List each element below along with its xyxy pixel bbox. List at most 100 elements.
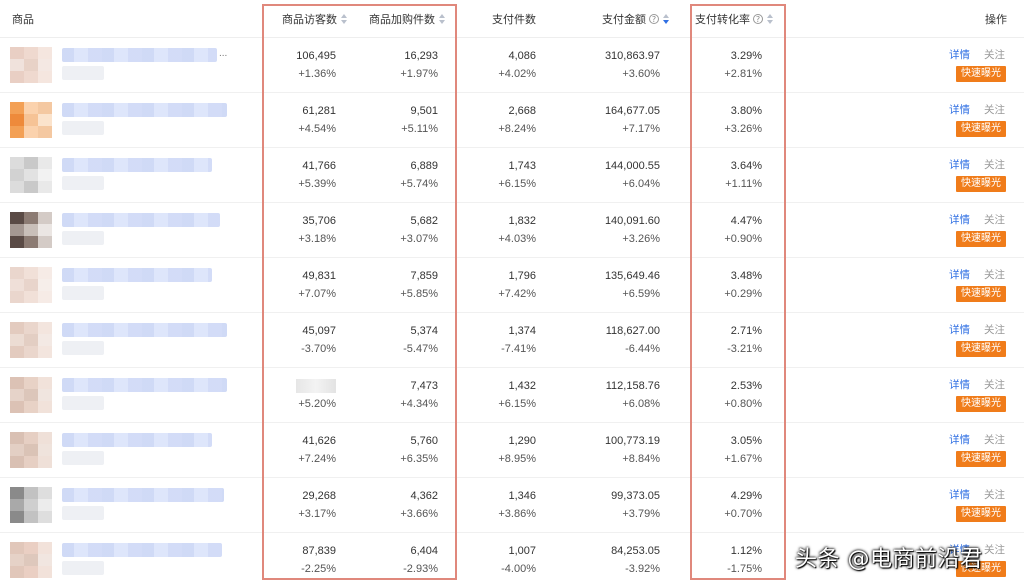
table-row[interactable]: 49,831 +7.07% 7,859 +5.85% 1,796 +7.42% 135,64… (0, 258, 1024, 313)
visitors-delta: -2.25% (301, 563, 336, 575)
table-row[interactable]: 41,766 +5.39% 6,889 +5.74% 1,743 +6.15% 144,00… (0, 148, 1024, 203)
detail-link[interactable]: 详情 (949, 544, 970, 556)
product-title-blurred[interactable] (62, 378, 227, 392)
follow-link[interactable]: 关注 (984, 324, 1005, 336)
pay-count-value: 1,374 (508, 325, 536, 337)
table-row[interactable]: 87,839 -2.25% 6,404 -2.93% 1,007 -4.00% 84,253… (0, 533, 1024, 586)
sort-desc-icon[interactable] (663, 13, 670, 25)
conversion-value: 4.29% (730, 490, 762, 502)
row-actions: 详情 关注快速曝光 (940, 423, 1010, 478)
pay-count-delta: +8.24% (498, 123, 536, 135)
conversion-delta: -1.75% (727, 563, 762, 575)
product-title-blurred[interactable] (62, 268, 212, 282)
product-thumbnail[interactable] (10, 157, 52, 193)
pay-amount-cell: 118,627.00 -6.44% (570, 313, 660, 368)
product-title-blurred[interactable] (62, 213, 220, 227)
table-row[interactable]: 29,268 +3.17% 4,362 +3.66% 1,346 +3.86% 99,373… (0, 478, 1024, 533)
help-icon[interactable]: ? (649, 14, 659, 25)
follow-link[interactable]: 关注 (984, 489, 1005, 501)
table-row[interactable]: 61,281 +4.54% 9,501 +5.11% 2,668 +8.24% 164,67… (0, 93, 1024, 148)
detail-link[interactable]: 详情 (949, 104, 970, 116)
pay-amount-cell: 140,091.60 +3.26% (570, 203, 660, 258)
sort-icon[interactable] (439, 13, 446, 25)
quick-expose-button[interactable]: 快速曝光 (956, 176, 1006, 192)
product-thumbnail[interactable] (10, 102, 52, 138)
quick-expose-button[interactable]: 快速曝光 (956, 286, 1006, 302)
detail-link[interactable]: 详情 (949, 269, 970, 281)
sort-icon[interactable] (341, 13, 348, 25)
sort-icon[interactable] (767, 13, 774, 25)
product-thumbnail[interactable] (10, 267, 52, 303)
detail-link[interactable]: 详情 (949, 324, 970, 336)
product-title-blurred[interactable] (62, 488, 224, 502)
detail-link[interactable]: 详情 (949, 214, 970, 226)
table-row[interactable]: +5.20% 7,473 +4.34% 1,432 +6.15% 112,158.76 +6… (0, 368, 1024, 423)
follow-link[interactable]: 关注 (984, 104, 1005, 116)
product-thumbnail[interactable] (10, 542, 52, 578)
quick-expose-button[interactable]: 快速曝光 (956, 451, 1006, 467)
visitors-delta: +4.54% (298, 123, 336, 135)
table-row[interactable]: 45,097 -3.70% 5,374 -5.47% 1,374 -7.41% 118,62… (0, 313, 1024, 368)
follow-link[interactable]: 关注 (984, 434, 1005, 446)
product-subtitle-blurred (62, 506, 104, 520)
product-thumbnail[interactable] (10, 47, 52, 83)
conversion-delta: +3.26% (724, 123, 762, 135)
product-thumbnail[interactable] (10, 322, 52, 358)
visitors-cell: 45,097 -3.70% (246, 313, 336, 368)
quick-expose-button[interactable]: 快速曝光 (956, 341, 1006, 357)
conversion-delta: +0.90% (724, 233, 762, 245)
product-thumbnail[interactable] (10, 212, 52, 248)
follow-link[interactable]: 关注 (984, 379, 1005, 391)
follow-link[interactable]: 关注 (984, 214, 1005, 226)
cart-value: 16,293 (404, 50, 438, 62)
quick-expose-button[interactable]: 快速曝光 (956, 396, 1006, 412)
table-row[interactable]: 41,626 +7.24% 5,760 +6.35% 1,290 +8.95% 100,77… (0, 423, 1024, 478)
product-thumbnail[interactable] (10, 432, 52, 468)
follow-link[interactable]: 关注 (984, 544, 1005, 556)
column-header-pay-amount[interactable]: 支付金额? (602, 0, 670, 38)
cart-delta: +1.97% (400, 68, 438, 80)
column-header-conversion[interactable]: 支付转化率? (695, 0, 774, 38)
product-title-blurred[interactable] (62, 323, 227, 337)
product-title-blurred[interactable] (62, 103, 227, 117)
product-title-blurred[interactable] (62, 158, 212, 172)
column-header-visitors[interactable]: 商品访客数 (282, 0, 348, 38)
detail-link[interactable]: 详情 (949, 49, 970, 61)
product-subtitle-blurred (62, 341, 104, 355)
product-thumbnail[interactable] (10, 377, 52, 413)
pay-count-delta: +7.42% (498, 288, 536, 300)
cart-value: 6,404 (410, 545, 438, 557)
cart-cell: 5,760 +6.35% (348, 423, 438, 478)
cart-cell: 6,404 -2.93% (348, 533, 438, 586)
quick-expose-button[interactable]: 快速曝光 (956, 121, 1006, 137)
conversion-value: 2.53% (730, 380, 762, 392)
detail-link[interactable]: 详情 (949, 434, 970, 446)
conversion-value: 3.64% (730, 160, 762, 172)
quick-expose-button[interactable]: 快速曝光 (956, 561, 1006, 577)
help-icon[interactable]: ? (753, 14, 763, 25)
column-header-ops: 操作 (985, 14, 1007, 26)
follow-link[interactable]: 关注 (984, 49, 1005, 61)
quick-expose-button[interactable]: 快速曝光 (956, 231, 1006, 247)
column-header-cart[interactable]: 商品加购件数 (369, 0, 446, 38)
pay-count-cell: 1,796 +7.42% (446, 258, 536, 313)
table-row[interactable]: 35,706 +3.18% 5,682 +3.07% 1,832 +4.03% 140,09… (0, 203, 1024, 258)
quick-expose-button[interactable]: 快速曝光 (956, 66, 1006, 82)
table-row[interactable]: ... 106,495 +1.36% 16,293 +1.97% 4,086 +4.02% 3… (0, 38, 1024, 93)
product-title-blurred[interactable] (62, 48, 217, 62)
cart-cell: 7,859 +5.85% (348, 258, 438, 313)
detail-link[interactable]: 详情 (949, 489, 970, 501)
conversion-value: 3.80% (730, 105, 762, 117)
product-title-blurred[interactable] (62, 433, 212, 447)
follow-link[interactable]: 关注 (984, 269, 1005, 281)
quick-expose-button[interactable]: 快速曝光 (956, 506, 1006, 522)
detail-link[interactable]: 详情 (949, 379, 970, 391)
visitors-value: 106,495 (296, 50, 336, 62)
pay-amount-value: 100,773.19 (604, 435, 660, 447)
pay-amount-cell: 310,863.97 +3.60% (570, 38, 660, 93)
follow-link[interactable]: 关注 (984, 159, 1005, 171)
detail-link[interactable]: 详情 (949, 159, 970, 171)
product-title-blurred[interactable] (62, 543, 222, 557)
product-thumbnail[interactable] (10, 487, 52, 523)
conversion-value: 4.47% (730, 215, 762, 227)
